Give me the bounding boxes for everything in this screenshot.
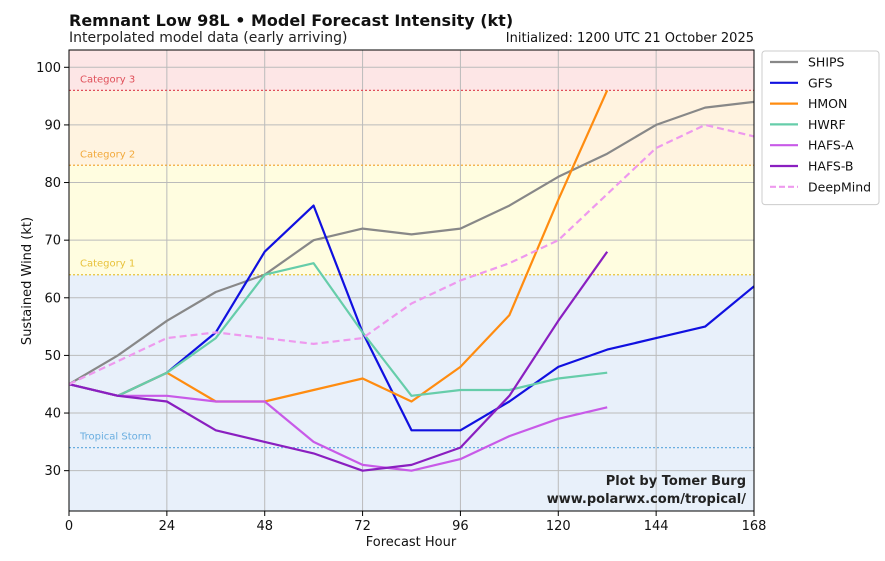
y-tick-label: 30	[44, 464, 61, 479]
series-line-hafs-a	[68, 383, 608, 472]
y-tick-label: 80	[44, 176, 61, 191]
category-label: Category 2	[80, 149, 135, 160]
legend-label-ships: SHIPS	[808, 55, 845, 70]
legend: SHIPS GFS HMON HWRF HAFS-A HAFS-B DeepMind	[761, 50, 880, 206]
x-tick-label: 48	[256, 519, 273, 534]
initialized-label: Initialized: 1200 UTC 21 October 2025	[506, 31, 754, 46]
category-band	[69, 90, 754, 166]
y-tick-label: 100	[36, 61, 61, 76]
axis-ticks: 0 24 48 72 96 120 144 168 30 40 50 60 70 80 90 100	[36, 61, 766, 534]
y-tick-label: 70	[44, 234, 61, 249]
chart-subtitle: Interpolated model data (early arriving)	[69, 30, 347, 46]
x-axis-label: Forecast Hour	[366, 535, 457, 550]
y-axis-label: Sustained Wind (kt)	[20, 217, 35, 345]
series-line-hafs-b	[68, 251, 609, 472]
category-thresholds: Tropical Storm Category 1 Category 2 Catego…	[69, 74, 754, 449]
x-tick-label: 96	[452, 519, 469, 534]
x-tick-label: 0	[65, 519, 73, 534]
credit-url: www.polarwx.com/tropical/	[547, 492, 747, 507]
legend-label-gfs: GFS	[808, 75, 833, 90]
category-band	[69, 165, 754, 275]
legend-label-hafs-b: HAFS-B	[808, 159, 854, 174]
series-line-ships	[68, 100, 755, 386]
x-tick-label: 168	[742, 519, 767, 534]
x-tick-label: 24	[159, 519, 176, 534]
plot-frame	[68, 49, 755, 512]
chart-title: Remnant Low 98L • Model Forecast Intensi…	[69, 11, 513, 30]
category-label: Tropical Storm	[79, 432, 151, 443]
x-tick-label: 144	[644, 519, 669, 534]
legend-label-hafs-a: HAFS-A	[808, 138, 854, 153]
category-band	[69, 50, 754, 91]
y-tick-label: 90	[44, 118, 61, 133]
y-tick-label: 50	[44, 349, 61, 364]
series-lines	[68, 89, 755, 472]
category-label: Category 1	[80, 259, 135, 270]
legend-label-hmon: HMON	[808, 96, 847, 111]
legend-label-hwrf: HWRF	[808, 117, 846, 132]
series-line-deepmind	[68, 123, 755, 386]
credit-author: Plot by Tomer Burg	[606, 474, 746, 489]
y-tick-label: 40	[44, 407, 61, 422]
category-label: Category 3	[80, 74, 135, 85]
x-tick-label: 120	[546, 519, 571, 534]
category-bands	[69, 50, 754, 511]
series-line-gfs	[68, 204, 755, 432]
legend-label-deepmind: DeepMind	[808, 179, 871, 194]
x-tick-label: 72	[354, 519, 371, 534]
y-tick-label: 60	[44, 291, 61, 306]
series-line-hwrf	[68, 262, 608, 397]
